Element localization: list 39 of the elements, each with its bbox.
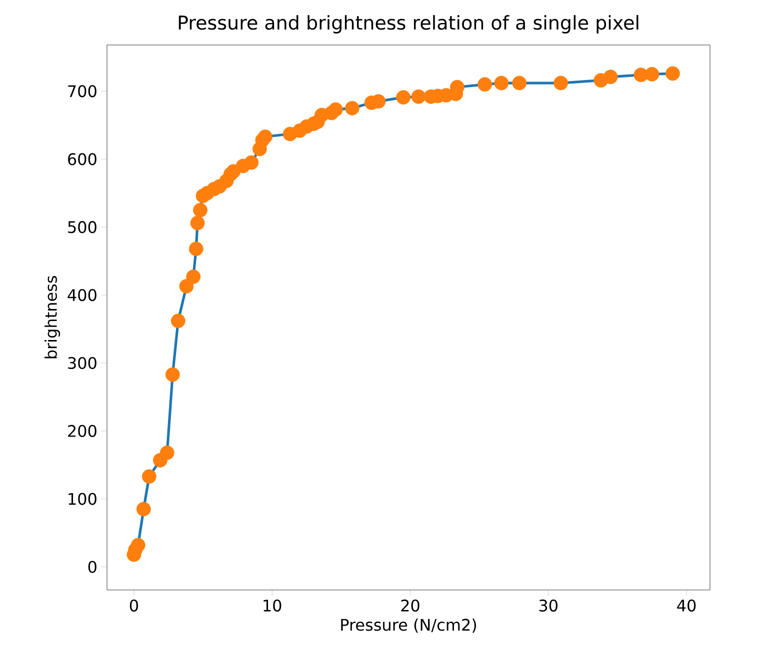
- point: [666, 66, 680, 81]
- x-tick-label: 20: [401, 600, 420, 612]
- point: [165, 367, 180, 382]
- point: [170, 314, 186, 328]
- point: [396, 90, 411, 105]
- point: [478, 77, 492, 92]
- x-tick-label: 30: [539, 600, 558, 612]
- y-tick-label: 600: [68, 153, 96, 166]
- chart-title: Pressure and brightness relation of a single pixel: [178, 15, 638, 34]
- point: [136, 502, 151, 516]
- point: [142, 469, 156, 484]
- point: [160, 446, 174, 460]
- point: [130, 538, 146, 552]
- x-tick-label: 40: [677, 600, 696, 612]
- point: [494, 76, 509, 90]
- y-tick-label: 700: [68, 85, 96, 98]
- y-tick-label: 300: [68, 356, 96, 370]
- point: [512, 76, 527, 90]
- point: [258, 130, 272, 144]
- y-tick-label: 200: [68, 424, 96, 438]
- y-tick-label: 500: [68, 221, 96, 234]
- y-axis-title: brightness: [44, 276, 60, 358]
- x-axis-title: Pressure (N/cm2): [341, 618, 476, 633]
- point: [554, 76, 568, 90]
- point: [603, 70, 618, 84]
- y-tick-label: 100: [68, 492, 96, 505]
- x-tick-label: 10: [264, 600, 282, 612]
- y-tick-label: 400: [68, 289, 96, 302]
- point: [644, 67, 660, 82]
- point: [244, 155, 259, 170]
- y-tick-label: 0: [88, 560, 96, 573]
- point: [345, 100, 360, 116]
- point: [411, 89, 426, 104]
- point: [186, 270, 201, 284]
- point: [328, 102, 343, 117]
- x-tick-label: 0: [130, 600, 138, 612]
- point: [188, 242, 204, 256]
- point: [193, 202, 208, 218]
- point: [190, 216, 205, 230]
